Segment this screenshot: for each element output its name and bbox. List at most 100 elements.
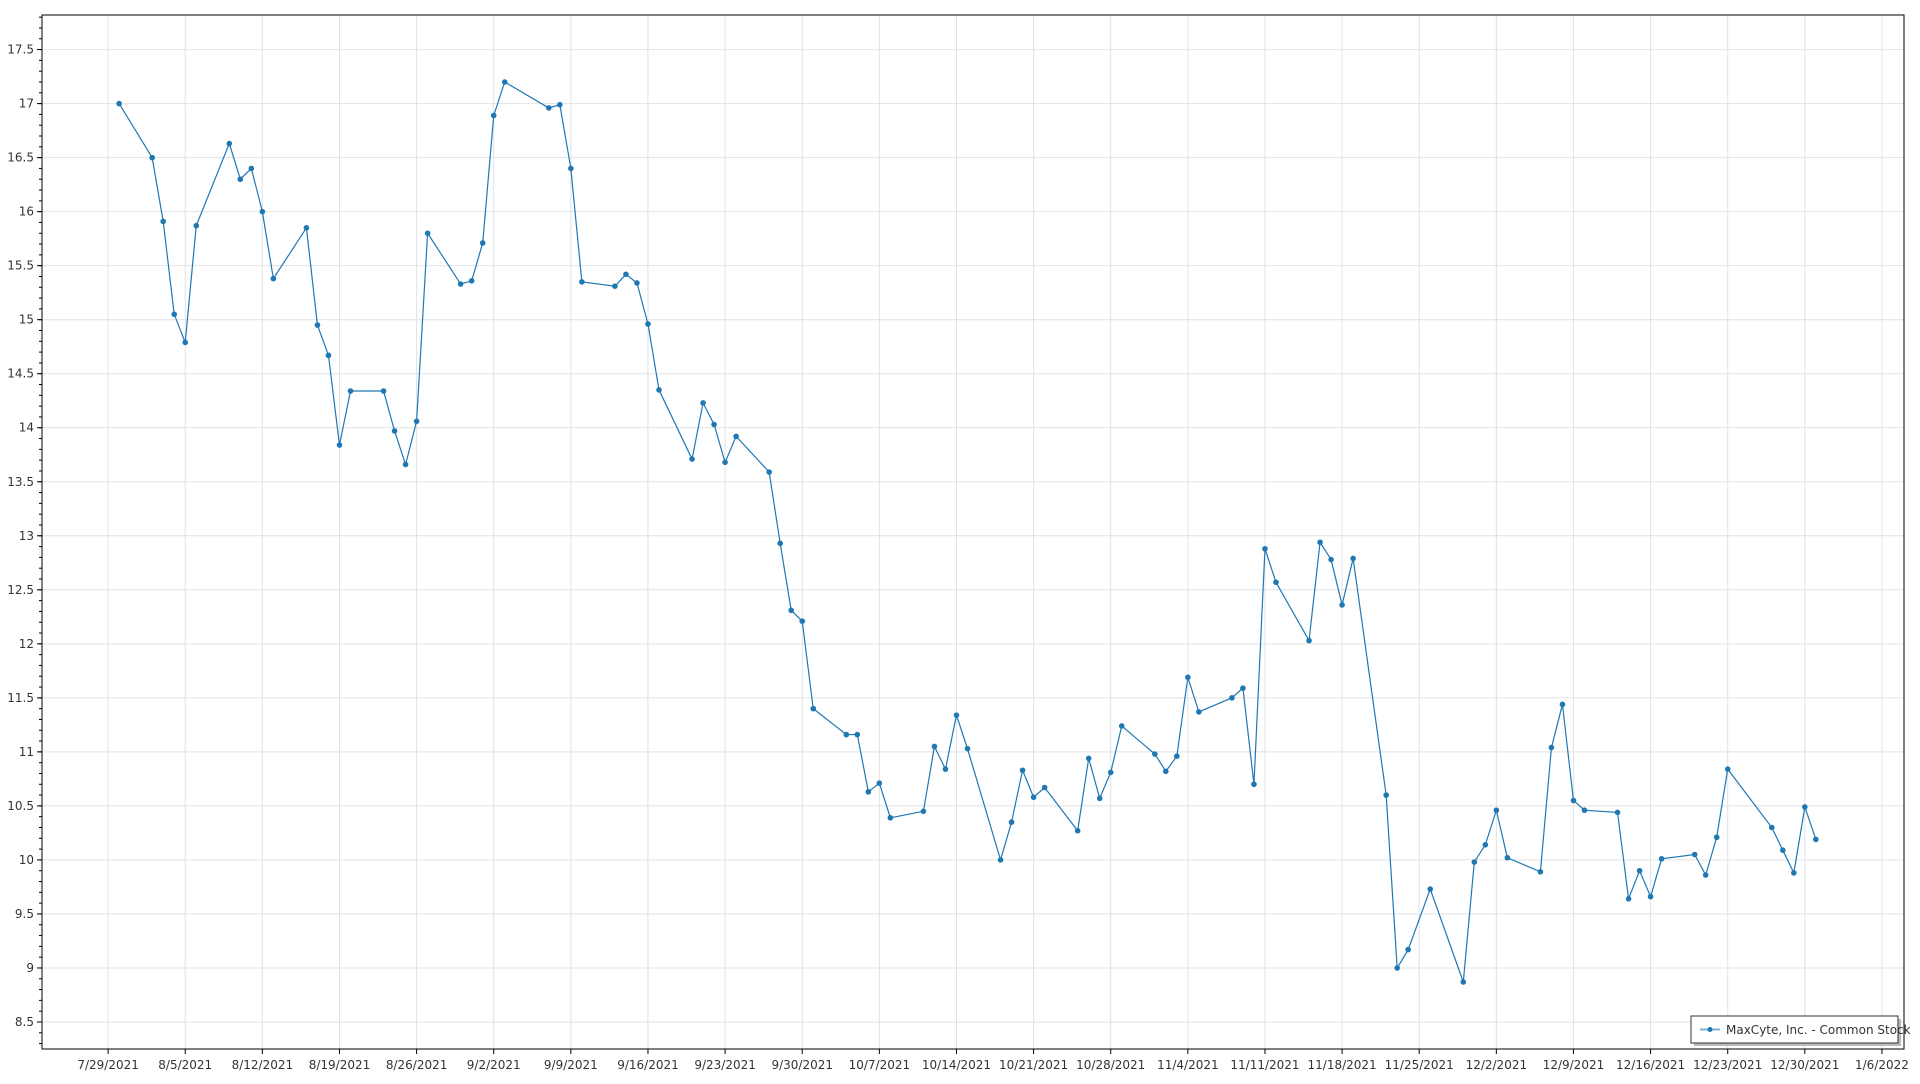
data-point <box>248 165 255 172</box>
data-point <box>303 225 310 231</box>
data-point <box>1493 807 1500 814</box>
x-tick-label: 11/18/2021 <box>1308 1058 1377 1072</box>
data-point <box>1713 834 1720 841</box>
data-point <box>1791 870 1797 876</box>
data-point <box>711 421 717 428</box>
data-point <box>843 731 850 738</box>
data-point <box>1251 781 1257 788</box>
data-point <box>413 418 420 425</box>
data-point <box>259 208 266 215</box>
data-point <box>722 459 728 466</box>
y-tick-label: 8.5 <box>15 1015 34 1029</box>
data-point <box>1151 751 1158 757</box>
x-tick-label: 9/30/2021 <box>771 1058 833 1072</box>
y-tick-label: 12.5 <box>7 583 34 597</box>
data-point <box>865 789 872 795</box>
data-point <box>634 280 640 286</box>
data-point <box>810 705 817 712</box>
data-point <box>733 433 739 440</box>
data-point <box>1702 872 1709 878</box>
data-point <box>1537 869 1544 875</box>
data-point <box>1570 797 1577 804</box>
x-tick-label: 12/30/2021 <box>1770 1058 1839 1072</box>
data-point <box>1405 946 1412 953</box>
x-tick-label: 8/12/2021 <box>232 1058 294 1072</box>
data-point <box>1724 766 1731 772</box>
axes: 8.5 9 9.5 10 10.5 11 11.5 12 12.5 13 13.5 14 14.5 15 1… <box>7 14 1909 1072</box>
x-tick-label: 9/16/2021 <box>617 1058 679 1072</box>
data-point <box>1614 809 1621 816</box>
legend-label: MaxCyte, Inc. - Common Stock <box>1726 1023 1911 1037</box>
data-point <box>424 230 431 237</box>
plot-frame <box>41 14 1905 1050</box>
data-point <box>380 388 387 394</box>
data-point <box>1471 859 1478 865</box>
y-tick-label: 13 <box>19 529 34 543</box>
data-point <box>1427 886 1434 892</box>
data-point <box>1625 896 1632 902</box>
x-tick-label: 8/5/2021 <box>158 1058 212 1072</box>
x-tick-label: 12/9/2021 <box>1543 1058 1605 1072</box>
data-point <box>1041 784 1048 791</box>
data-point <box>689 456 695 462</box>
y-tick-label: 11 <box>19 745 34 759</box>
data-point <box>1647 893 1654 900</box>
data-point <box>612 283 618 289</box>
data-point <box>854 731 861 738</box>
data-point <box>953 712 960 718</box>
data-point <box>1350 555 1356 562</box>
y-tick-label: 9.5 <box>15 907 34 921</box>
x-tick-label: 10/14/2021 <box>922 1058 991 1072</box>
data-point <box>193 222 200 229</box>
legend-box <box>1690 1015 1899 1044</box>
data-point <box>1504 854 1511 861</box>
data-point <box>799 618 806 624</box>
data-point <box>1262 545 1268 552</box>
data-point <box>1019 767 1026 774</box>
data-point <box>1482 841 1489 848</box>
data-point <box>1174 753 1180 759</box>
x-tick-label: 9/2/2021 <box>467 1058 521 1072</box>
data-point <box>479 240 486 246</box>
data-point <box>579 279 585 285</box>
data-point <box>1394 965 1400 971</box>
data-point <box>1163 768 1169 775</box>
y-tick-label: 16.5 <box>7 151 34 165</box>
data-point <box>1802 804 1808 810</box>
y-tick-label: 15.5 <box>7 259 34 273</box>
x-tick-label: 12/23/2021 <box>1693 1058 1762 1072</box>
data-point <box>1780 847 1786 853</box>
data-point <box>314 322 321 328</box>
data-point <box>490 112 497 119</box>
data-point <box>1273 579 1279 586</box>
y-tick-label: 14 <box>19 421 34 435</box>
y-tick-label: 17.5 <box>7 43 34 57</box>
x-tick-label: 9/23/2021 <box>694 1058 756 1072</box>
data-point <box>568 165 574 172</box>
data-point <box>1096 795 1103 802</box>
data-point <box>501 79 508 85</box>
x-tick-label: 8/19/2021 <box>309 1058 371 1072</box>
data-point <box>1306 637 1312 644</box>
data-point <box>1030 794 1037 801</box>
x-tick-label: 1/6/2022 <box>1855 1058 1909 1072</box>
y-tick-label: 10 <box>19 853 34 867</box>
data-point <box>336 442 343 448</box>
data-point <box>270 275 277 282</box>
grid <box>42 15 1904 1049</box>
data-point <box>557 101 563 108</box>
data-point <box>1240 685 1246 691</box>
data-point <box>766 469 772 475</box>
y-tick-label: 14.5 <box>7 367 34 381</box>
data-point <box>1317 539 1323 546</box>
data-point <box>1658 856 1665 862</box>
y-tick-label: 16 <box>19 205 34 219</box>
data-point <box>226 140 233 147</box>
y-tick-label: 9 <box>26 961 34 975</box>
y-tick-label: 17 <box>19 97 34 111</box>
y-tick-label: 12 <box>19 637 34 651</box>
y-tick-label: 11.5 <box>7 691 34 705</box>
data-point <box>1008 819 1015 825</box>
data-point <box>546 105 552 111</box>
x-tick-label: 11/4/2021 <box>1157 1058 1219 1072</box>
